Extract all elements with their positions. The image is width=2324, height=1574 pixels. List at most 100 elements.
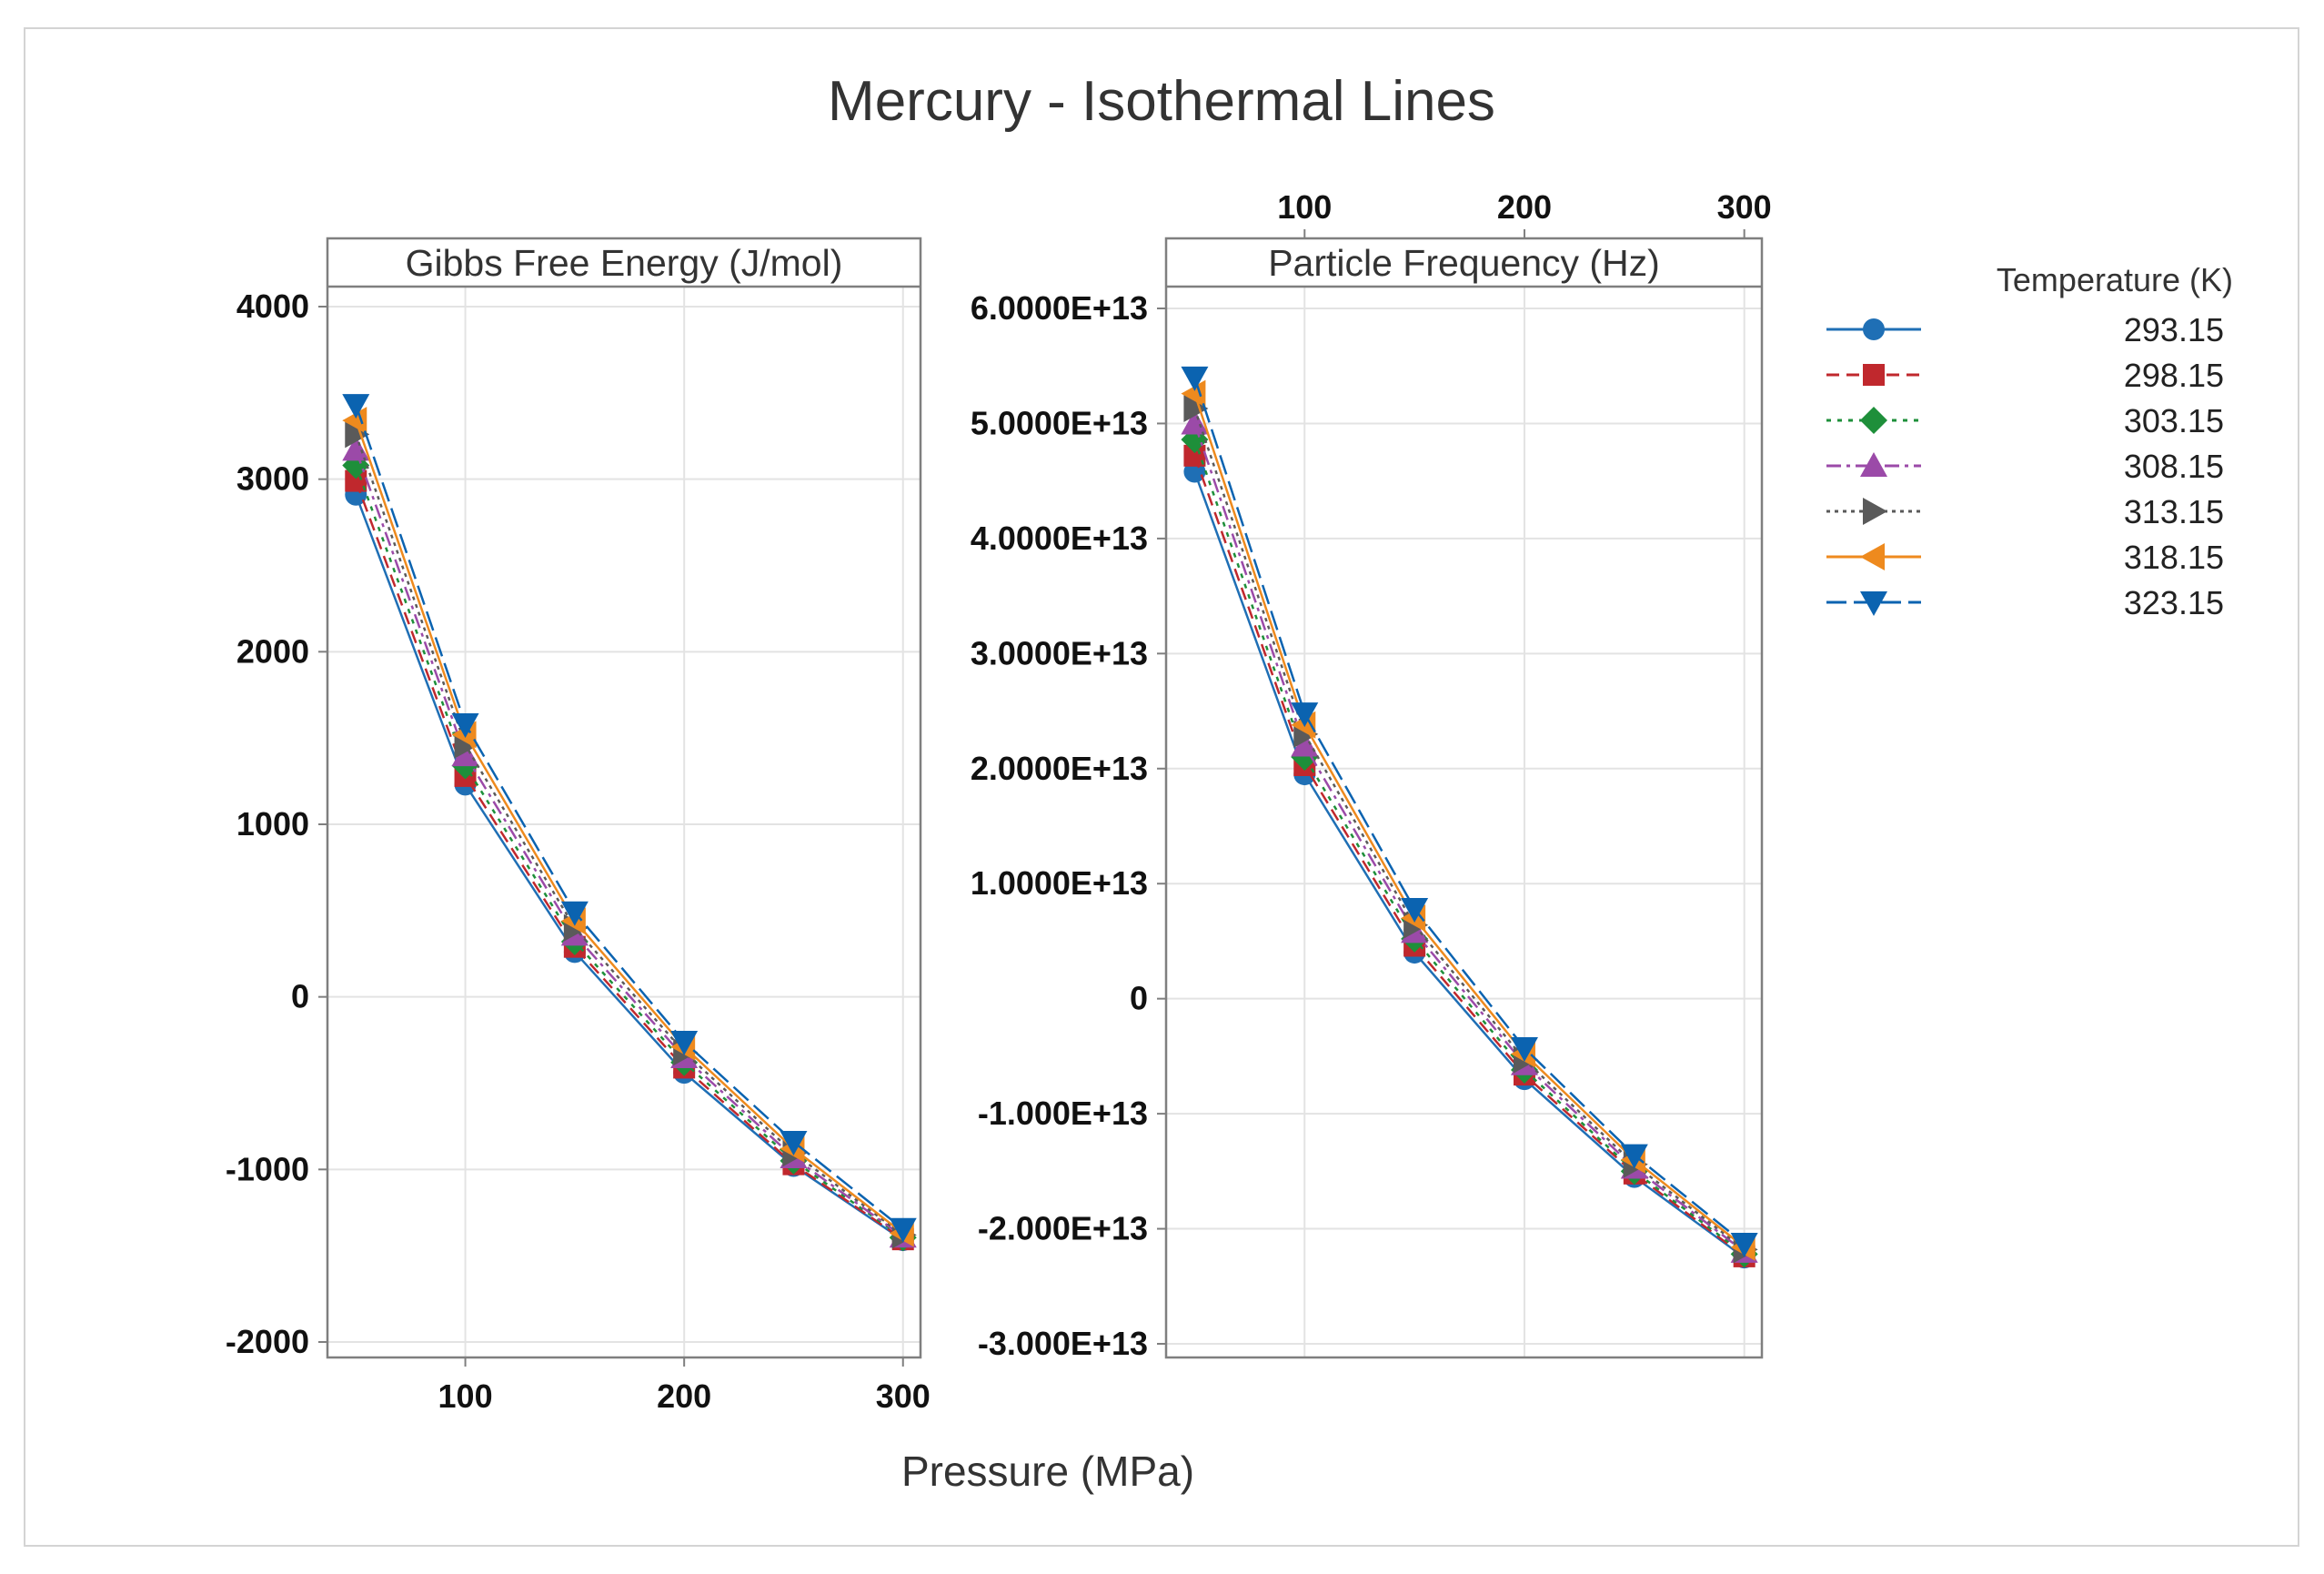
series-313-15: [345, 420, 917, 1249]
panel-border: [1164, 237, 1764, 1359]
x-tick-label: 300: [876, 1377, 931, 1415]
x-tick-label: 200: [1497, 188, 1552, 226]
grid-lines: [1166, 287, 1762, 1357]
series-line: [355, 465, 904, 1239]
series-line: [1193, 422, 1746, 1253]
panel-border: [326, 237, 922, 1359]
series-line: [355, 419, 904, 1235]
data-point: [1401, 898, 1429, 923]
legend-items: 293.15 298.15 303.15 308.15 313.15 318.15 323.…: [1826, 311, 2224, 621]
data-point: [889, 1217, 917, 1243]
series-318-15: [1181, 379, 1756, 1261]
series-298-15: [1183, 444, 1756, 1267]
y-tick-label: 2.0000E+13: [971, 750, 1148, 787]
series-line: [1193, 471, 1746, 1259]
x-axis-label: Pressure (MPa): [901, 1448, 1194, 1495]
x-tick-label: 300: [1717, 188, 1772, 226]
x-tick-label: 200: [657, 1377, 711, 1415]
legend-marker: [1863, 364, 1885, 386]
y-tick-label: 3000: [236, 460, 309, 498]
legend-item: 298.15: [1826, 357, 2224, 394]
data-point: [345, 420, 370, 449]
legend-label: 318.15: [2124, 539, 2224, 576]
data-point: [1291, 702, 1319, 728]
legend-marker: [1863, 498, 1887, 525]
series-line: [1193, 439, 1746, 1256]
legend-item: 308.15: [1826, 448, 2224, 485]
series-313-15: [1183, 395, 1758, 1264]
data-point: [560, 901, 589, 926]
series-line: [355, 449, 904, 1238]
legend-label: 293.15: [2124, 311, 2224, 348]
chart-frame: [24, 27, 2299, 1547]
x-tick-label: 100: [438, 1377, 493, 1415]
series-303-15: [342, 451, 917, 1252]
data-point: [1181, 366, 1209, 391]
series-line: [355, 494, 904, 1242]
chart-title: Mercury - Isothermal Lines: [828, 70, 1495, 133]
y-tick-label: 4.0000E+13: [971, 520, 1148, 557]
legend-item: 293.15: [1826, 311, 2224, 348]
legend-title: Temperature (K): [1997, 261, 2233, 298]
legend-label: 308.15: [2124, 448, 2224, 485]
y-tick-label: 2000: [236, 632, 309, 670]
series-line: [1193, 408, 1746, 1251]
legend-marker: [1860, 407, 1887, 434]
data-point: [780, 1130, 808, 1155]
data-point: [451, 712, 479, 738]
data-point: [1620, 1144, 1648, 1169]
panel-gibbs-free-energy: Gibbs Free Energy (J/mol)400030002000100…: [226, 237, 931, 1415]
legend-marker: [1860, 591, 1887, 616]
legend-label: 323.15: [2124, 584, 2224, 621]
series-line: [355, 404, 904, 1230]
series-323-15: [1181, 366, 1758, 1257]
series-298-15: [345, 469, 914, 1251]
data-point: [1291, 732, 1319, 757]
strip-label: Particle Frequency (Hz): [1268, 242, 1660, 284]
y-tick-label: 4000: [236, 288, 309, 325]
panel-particle-frequency: Particle Frequency (Hz) 6.0000E+13 5.0000E…: [971, 188, 1772, 1362]
legend-marker: [1863, 318, 1885, 340]
series-293-15: [1183, 460, 1756, 1269]
legend-item: 318.15: [1826, 539, 2224, 576]
y-tick-label: -1000: [226, 1150, 309, 1187]
legend: Temperature (K) 293.15 298.15 303.15 308.15…: [1826, 261, 2233, 621]
legend-item: 323.15: [1826, 584, 2224, 621]
data-point: [342, 394, 370, 419]
series-308-15: [342, 436, 917, 1248]
series-line: [355, 480, 904, 1241]
y-tick-label: -2.000E+13: [978, 1210, 1148, 1247]
series-line: [1193, 455, 1746, 1257]
y-tick-label: -1.000E+13: [978, 1095, 1148, 1132]
data-point: [451, 742, 479, 767]
series-303-15: [1181, 426, 1758, 1268]
y-tick-label: 3.0000E+13: [971, 634, 1148, 671]
strip-label: Gibbs Free Energy (J/mol): [406, 242, 843, 284]
y-tick-label: 6.0000E+13: [971, 289, 1148, 327]
series-line: [1193, 393, 1746, 1248]
data-point: [1181, 409, 1209, 435]
data-point: [1181, 379, 1206, 408]
legend-label: 313.15: [2124, 493, 2224, 530]
series-line: [1193, 377, 1746, 1245]
data-point: [1183, 395, 1209, 423]
y-tick-label: -3.000E+13: [978, 1325, 1148, 1362]
legend-item: 303.15: [1826, 402, 2224, 439]
data-point: [342, 436, 370, 461]
grid-lines: [327, 287, 921, 1357]
legend-label: 298.15: [2124, 357, 2224, 394]
legend-item: 313.15: [1826, 493, 2224, 530]
series-line: [355, 433, 904, 1236]
y-tick-label: -2000: [226, 1323, 309, 1360]
x-tick-label: 100: [1277, 188, 1332, 226]
series-293-15: [345, 483, 914, 1252]
y-tick-label: 0: [291, 978, 309, 1015]
y-tick-label: 1000: [236, 805, 309, 842]
y-tick-label: 0: [1130, 980, 1148, 1017]
y-tick-label: 1.0000E+13: [971, 864, 1148, 902]
data-point: [1510, 1037, 1538, 1063]
legend-label: 303.15: [2124, 402, 2224, 439]
y-tick-label: 5.0000E+13: [971, 404, 1148, 441]
legend-marker: [1860, 452, 1887, 477]
